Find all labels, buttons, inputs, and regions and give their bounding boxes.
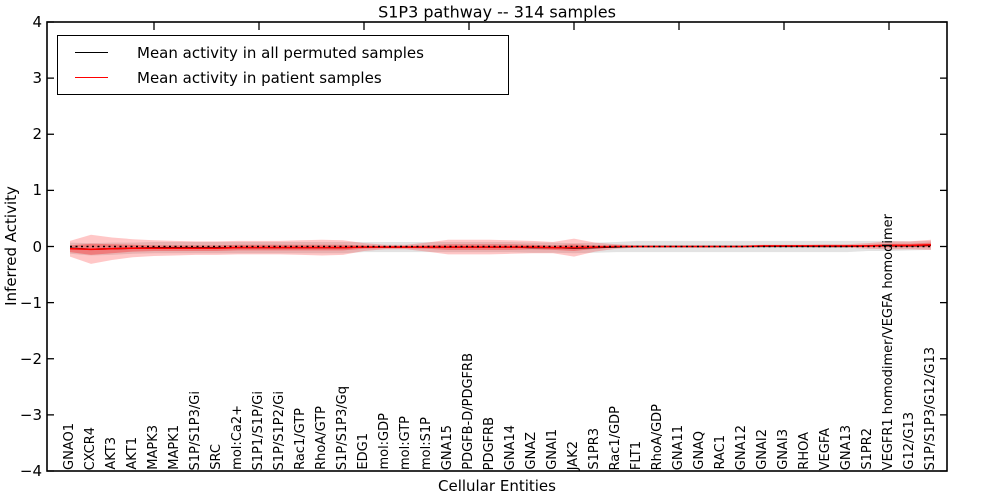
y-tick-label: −3 xyxy=(19,405,42,424)
x-tick-label: GNA14 xyxy=(503,424,518,470)
x-axis-label: Cellular Entities xyxy=(438,477,556,495)
x-tick-label: VEGFA xyxy=(818,427,833,470)
x-tick-label: AKT1 xyxy=(125,437,140,470)
patient-band-outer xyxy=(70,234,931,264)
x-tick-label: S1P/S1P3/Gi xyxy=(188,390,203,470)
x-tick-label: mol:Ca2+ xyxy=(230,405,245,470)
x-tick-label: GNAI1 xyxy=(545,429,560,470)
x-tick-label: RAC1 xyxy=(713,435,728,470)
x-tick-label: Rac1/GTP xyxy=(293,408,308,470)
x-tick-label: PDGFRB xyxy=(482,416,497,470)
x-tick-label: RHOA xyxy=(797,432,812,470)
x-tick-label: S1P/S1P3/G12/G13 xyxy=(923,346,938,470)
legend-label-permuted: Mean activity in all permuted samples xyxy=(137,43,424,62)
x-tick-label: CXCR4 xyxy=(83,426,98,470)
x-tick-label: GNAI2 xyxy=(755,429,770,470)
permuted-band xyxy=(70,240,931,256)
y-tick-label: −2 xyxy=(19,349,42,368)
x-tick-label: mol:GTP xyxy=(398,416,413,470)
y-tick-label: 0 xyxy=(32,237,42,256)
y-tick-label: 4 xyxy=(32,13,42,31)
x-tick-label: G12/G13 xyxy=(902,412,917,470)
x-tick-label: mol:S1P xyxy=(419,417,434,470)
x-tick-label: AKT3 xyxy=(104,437,119,470)
x-tick-label: SRC xyxy=(209,444,224,470)
x-tick-label: FLT1 xyxy=(629,440,644,470)
y-tick-label: −1 xyxy=(19,293,42,312)
x-tick-label: S1PR3 xyxy=(587,428,602,470)
permuted-line-swatch xyxy=(75,52,108,53)
x-tick-label: RhoA/GDP xyxy=(650,403,665,470)
chart-title: S1P3 pathway -- 314 samples xyxy=(378,2,616,22)
x-tick-label: GNAZ xyxy=(524,432,539,470)
x-tick-label: GNA11 xyxy=(671,424,686,470)
x-tick-label: Rac1/GDP xyxy=(608,405,623,470)
x-tick-label: S1PR2 xyxy=(860,428,875,470)
x-tick-label: EDG1 xyxy=(356,433,371,470)
x-tick-label: GNAI3 xyxy=(776,429,791,470)
legend: Mean activity in all permuted samples Me… xyxy=(57,35,509,95)
x-tick-label: GNA13 xyxy=(839,424,854,470)
x-tick-label: GNA15 xyxy=(440,424,455,470)
y-tick-label: −4 xyxy=(19,462,42,480)
y-tick-label: 3 xyxy=(32,69,42,88)
x-tick-label: VEGFR1 homodimer/VEGFA homodimer xyxy=(881,213,896,470)
x-tick-label: MAPK1 xyxy=(167,425,182,470)
x-tick-label: GNAO1 xyxy=(62,423,77,470)
x-tick-label: S1P/S1P2/Gi xyxy=(272,390,287,470)
x-tick-label: GNAQ xyxy=(692,431,707,470)
legend-label-patient: Mean activity in patient samples xyxy=(137,68,382,87)
x-tick-label: RhoA/GTP xyxy=(314,406,329,470)
legend-entry-patient: Mean activity in patient samples xyxy=(75,69,508,87)
x-tick-label: GNA12 xyxy=(734,424,749,470)
x-tick-label: mol:GDP xyxy=(377,413,392,470)
x-tick-label: S1P/S1P3/Gq xyxy=(335,385,350,470)
x-tick-label: JAK2 xyxy=(566,440,581,470)
x-tick-label: MAPK3 xyxy=(146,425,161,470)
y-tick-label: 2 xyxy=(32,125,42,144)
legend-entry-permuted: Mean activity in all permuted samples xyxy=(75,44,508,62)
patient-band-inner xyxy=(70,242,931,255)
x-tick-label: PDGFB-D/PDGFRB xyxy=(461,353,476,470)
y-tick-label: 1 xyxy=(32,181,42,200)
x-tick-label: S1P1/S1P/Gi xyxy=(251,390,266,470)
patient-line-swatch xyxy=(75,77,108,78)
